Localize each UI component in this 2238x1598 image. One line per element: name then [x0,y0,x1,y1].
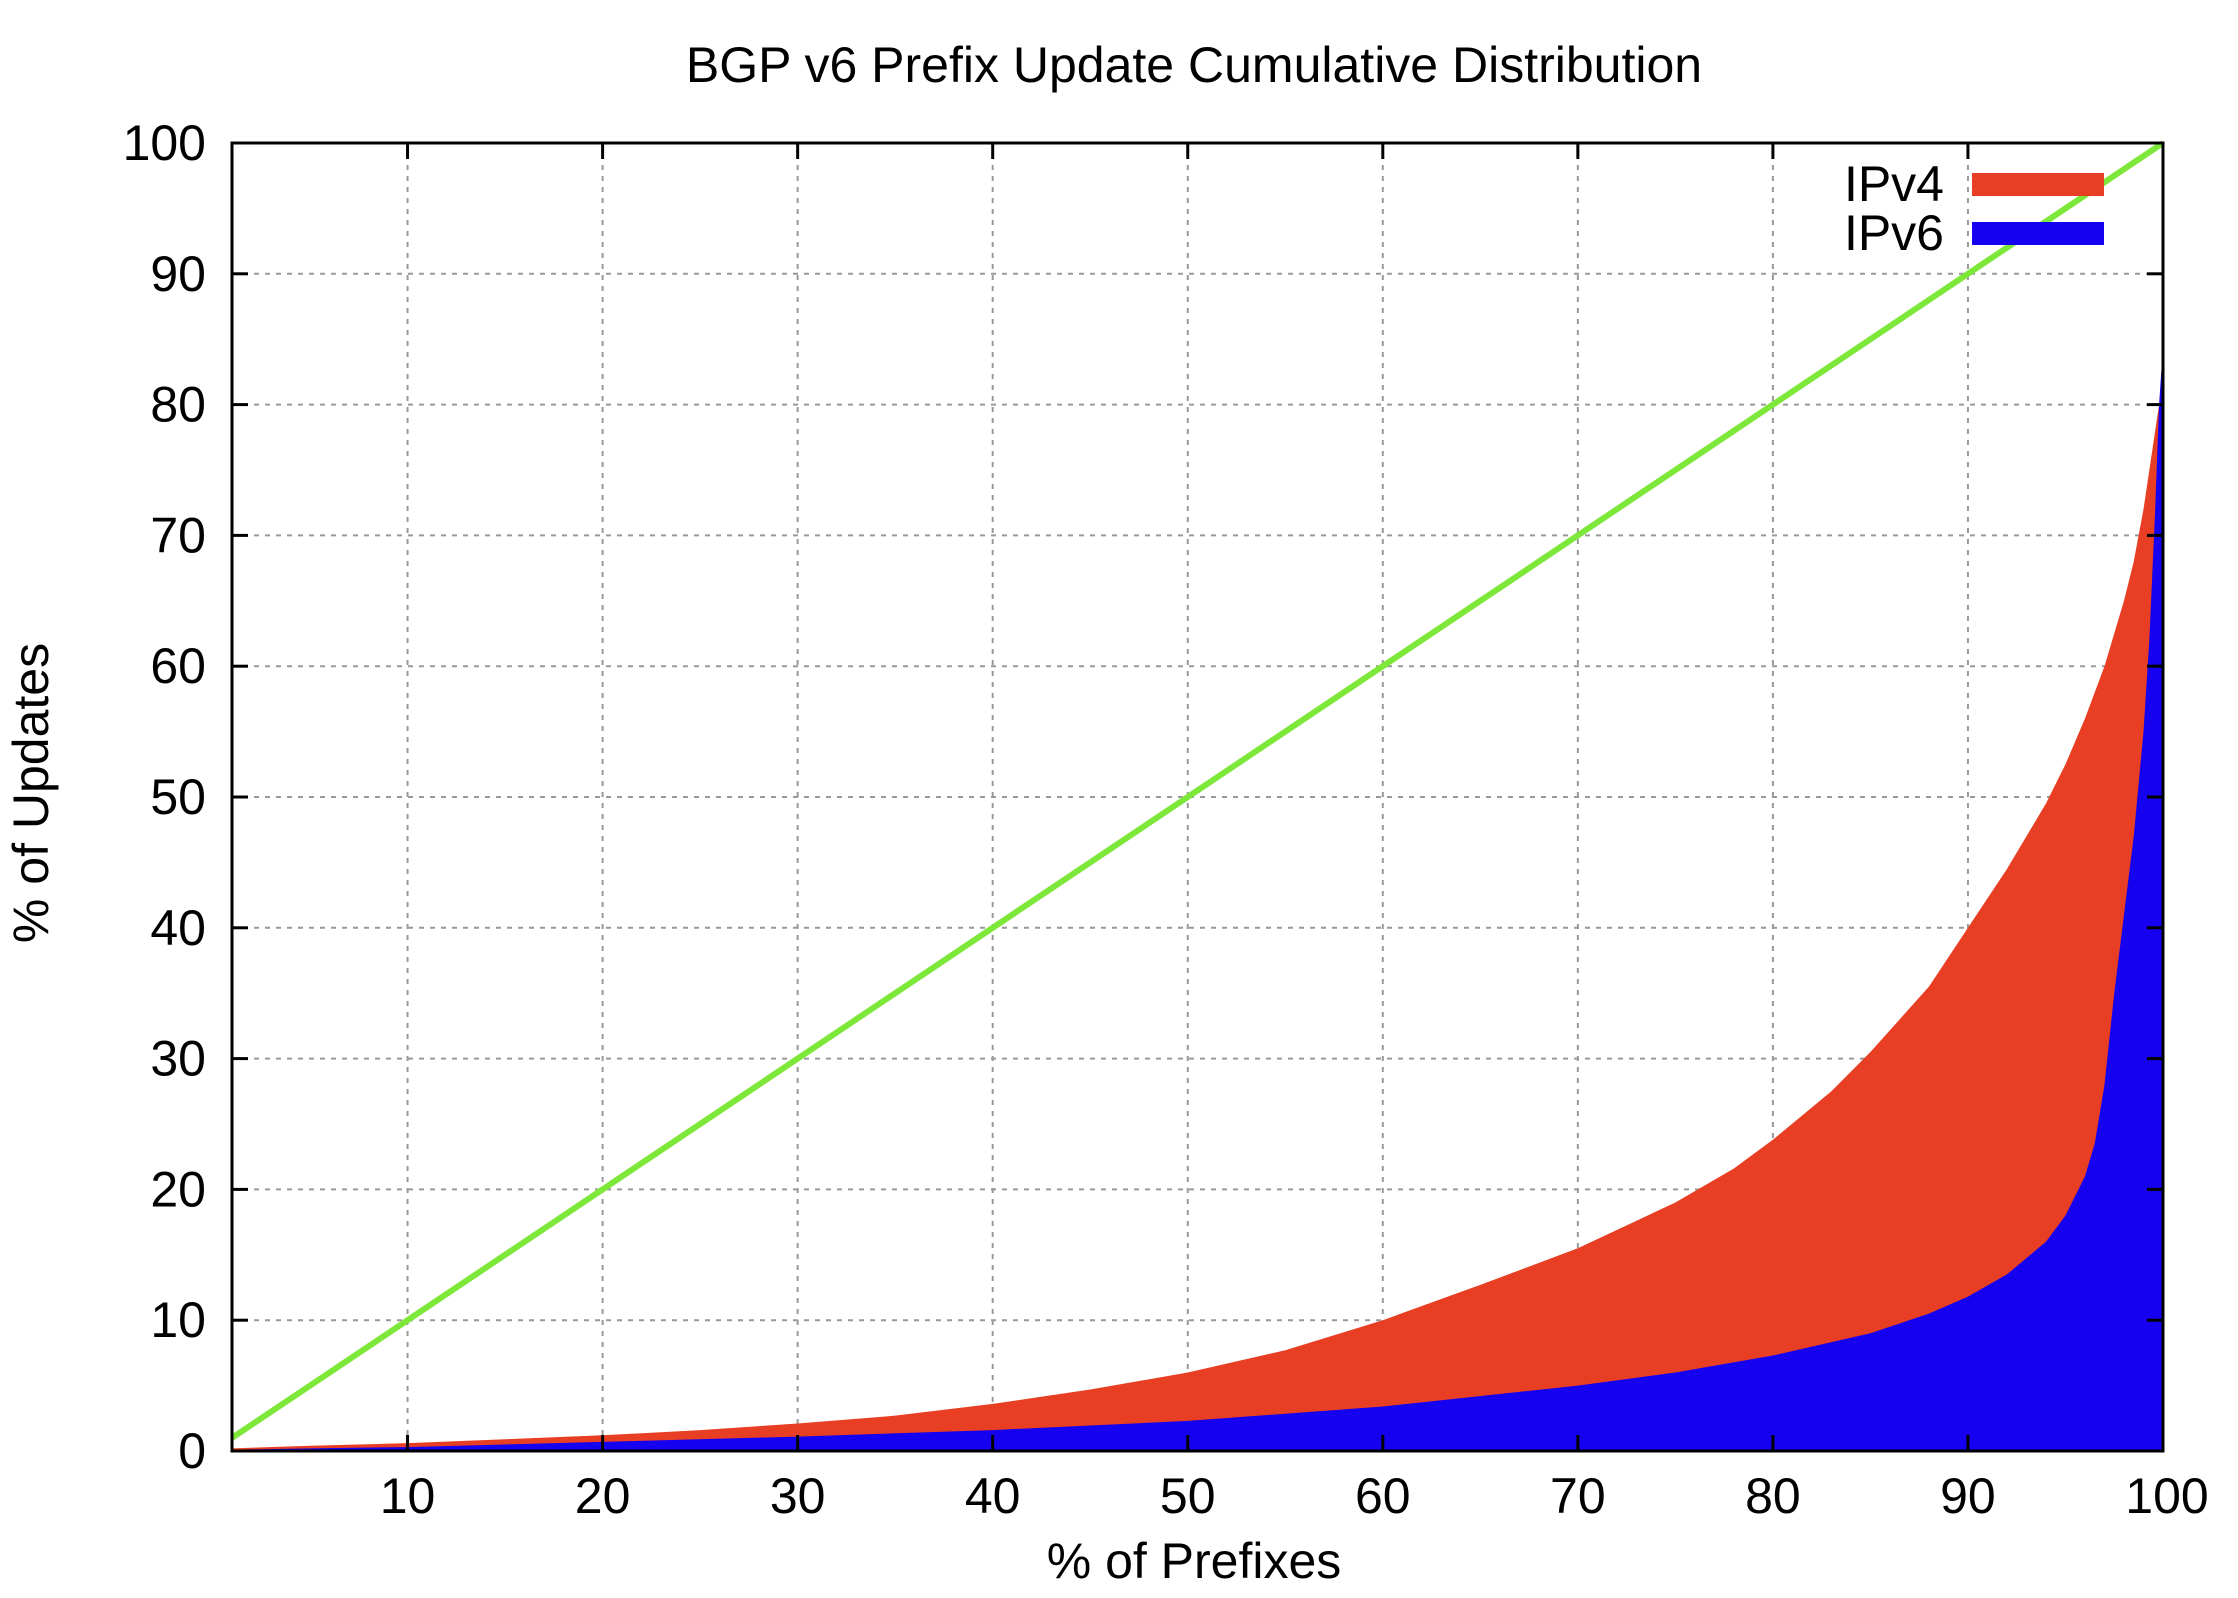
chart-title: BGP v6 Prefix Update Cumulative Distribu… [686,37,1702,93]
tick-labels: 10 20 30 40 50 60 70 80 90 100 0 10 20 30 40 50 60 70 80 90… [123,115,2209,1524]
x-tick-label: 60 [1355,1468,1411,1524]
x-tick-label: 90 [1940,1468,1996,1524]
y-tick-label: 40 [150,900,206,956]
y-tick-label: 30 [150,1031,206,1087]
x-tick-label: 30 [770,1468,826,1524]
reference-diagonal-line [230,140,2165,1441]
y-axis-title: % of Updates [3,643,59,943]
x-tick-label: 40 [965,1468,1021,1524]
x-tick-label: 50 [1160,1468,1216,1524]
y-tick-label: 80 [150,377,206,433]
series-area-ipv6 [232,345,2163,1451]
axis-ticks [232,141,2165,1453]
legend-label-ipv4: IPv4 [1844,156,1944,212]
y-tick-label: 50 [150,769,206,825]
y-tick-label: 0 [178,1423,206,1479]
x-tick-label: 20 [575,1468,631,1524]
legend-swatch-ipv6 [1972,222,2104,245]
y-tick-label: 10 [150,1292,206,1348]
x-axis-title: % of Prefixes [1047,1533,1342,1589]
x-tick-label: 80 [1745,1468,1801,1524]
series-areas [230,140,2165,1452]
y-tick-label: 70 [150,507,206,563]
y-tick-label: 100 [123,115,206,171]
x-tick-label: 70 [1550,1468,1606,1524]
legend-swatch-ipv4 [1972,173,2104,196]
y-tick-label: 60 [150,638,206,694]
legend-label-ipv6: IPv6 [1844,205,1944,261]
y-tick-label: 90 [150,246,206,302]
x-tick-label: 10 [380,1468,436,1524]
y-tick-label: 20 [150,1161,206,1217]
x-tick-label: 100 [2125,1468,2208,1524]
